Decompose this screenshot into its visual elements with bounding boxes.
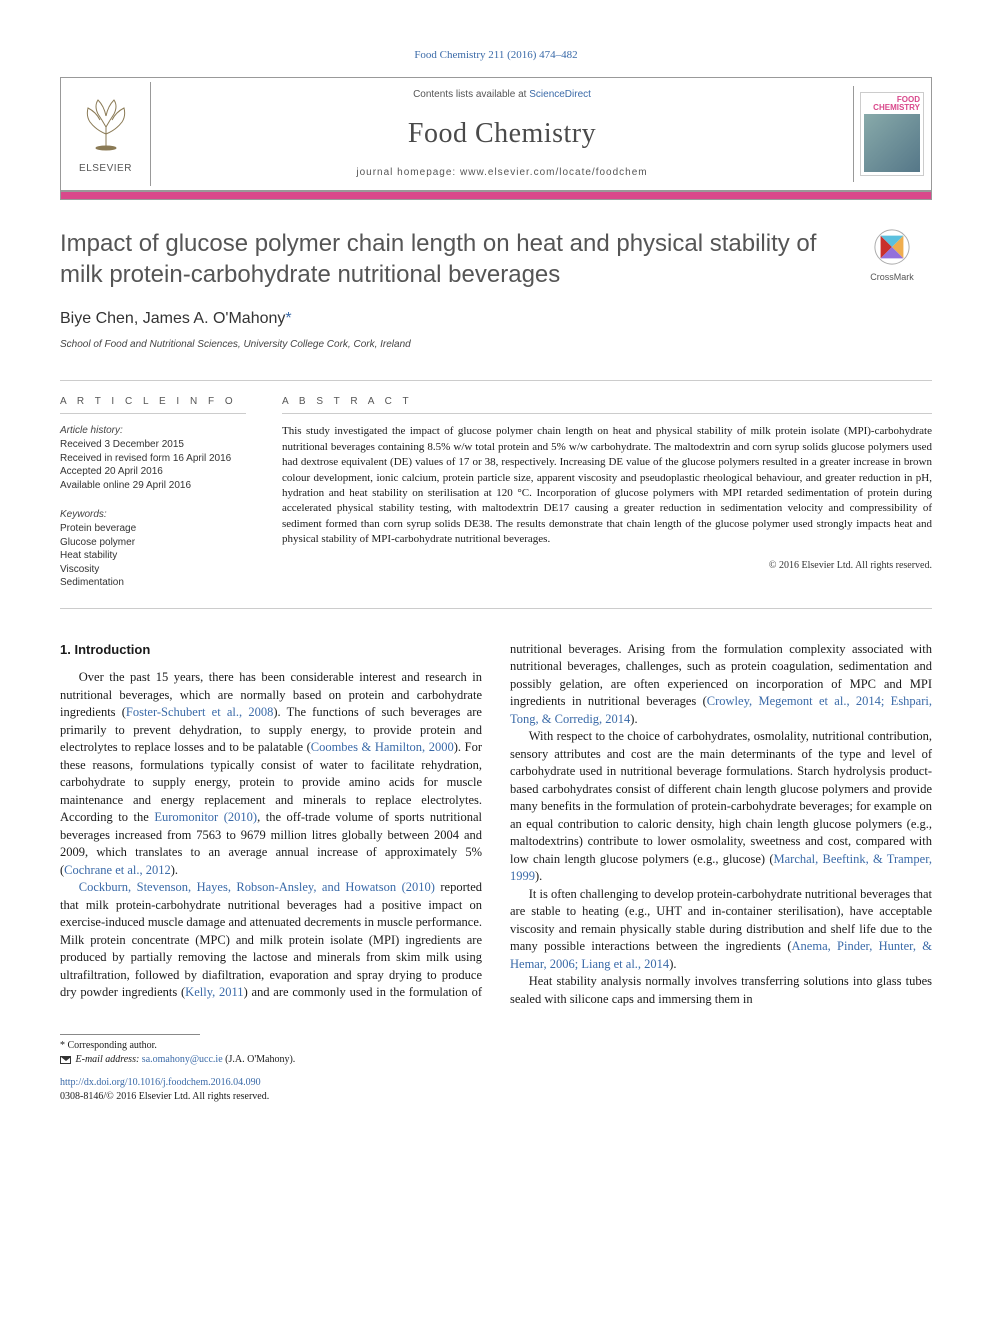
corresponding-footer: * Corresponding author. E-mail address: … (60, 1034, 932, 1066)
contents-prefix: Contents lists available at (413, 89, 529, 100)
article-info-column: A R T I C L E I N F O Article history: R… (60, 381, 260, 590)
cover-photo (864, 114, 920, 172)
history-lines: Received 3 December 2015 Received in rev… (60, 438, 246, 492)
section-rule (60, 608, 932, 609)
crossmark-badge[interactable]: CrossMark (852, 228, 932, 284)
citation-link[interactable]: Cochrane et al., 2012 (64, 863, 171, 877)
abstract-column: A B S T R A C T This study investigated … (260, 381, 932, 590)
keyword: Viscosity (60, 563, 246, 577)
email-link[interactable]: sa.omahony@ucc.ie (142, 1054, 223, 1065)
history-line: Received in revised form 16 April 2016 (60, 452, 246, 466)
corresponding-marker: * (285, 310, 291, 327)
cover-title: FOOD CHEMISTRY (864, 96, 920, 112)
email-label: E-mail address: (76, 1054, 142, 1065)
issn-copyright: 0308-8146/© 2016 Elsevier Ltd. All right… (60, 1090, 932, 1104)
body-paragraph: It is often challenging to develop prote… (510, 886, 932, 974)
text-run: ). (669, 957, 676, 971)
section-heading: 1. Introduction (60, 641, 482, 659)
journal-cover-cell: FOOD CHEMISTRY (853, 86, 931, 182)
history-line: Received 3 December 2015 (60, 438, 246, 452)
text-run: ). (171, 863, 178, 877)
author-names: Biye Chen, James A. O'Mahony (60, 310, 285, 327)
article-title: Impact of glucose polymer chain length o… (60, 228, 832, 290)
sciencedirect-link[interactable]: ScienceDirect (529, 89, 591, 100)
keyword-lines: Protein beverage Glucose polymer Heat st… (60, 522, 246, 590)
crossmark-icon (873, 228, 911, 266)
text-run: Heat stability analysis normally involve… (510, 974, 932, 1006)
keyword: Glucose polymer (60, 536, 246, 550)
elsevier-tree-icon (76, 92, 136, 157)
email-name: (J.A. O'Mahony). (223, 1054, 296, 1065)
journal-name: Food Chemistry (151, 114, 853, 153)
homepage-prefix: journal homepage: (356, 167, 460, 178)
keywords-heading: Keywords: (60, 508, 246, 522)
keyword: Protein beverage (60, 522, 246, 536)
journal-cover: FOOD CHEMISTRY (860, 92, 924, 176)
homepage-url[interactable]: www.elsevier.com/locate/foodchem (460, 167, 648, 178)
citation-link[interactable]: Cockburn, Stevenson, Hayes, Robson-Ansle… (79, 880, 435, 894)
citation-link[interactable]: Coombes & Hamilton, 2000 (311, 740, 454, 754)
citation-link[interactable]: Foster-Schubert et al., 2008 (126, 705, 273, 719)
keyword: Sedimentation (60, 576, 246, 590)
text-run: ). (630, 712, 637, 726)
text-run: With respect to the choice of carbohydra… (510, 729, 932, 866)
history-heading: Article history: (60, 424, 246, 438)
citation-link[interactable]: Kelly, 2011 (185, 985, 243, 999)
authors: Biye Chen, James A. O'Mahony* (60, 308, 932, 330)
corresponding-label: * Corresponding author. (60, 1039, 932, 1053)
abstract-copyright: © 2016 Elsevier Ltd. All rights reserved… (282, 559, 932, 573)
email-line: E-mail address: sa.omahony@ucc.ie (J.A. … (60, 1053, 932, 1067)
journal-header: ELSEVIER Contents lists available at Sci… (60, 77, 932, 199)
body-columns: 1. Introduction Over the past 15 years, … (60, 641, 932, 1009)
citation-link[interactable]: Euromonitor (2010) (154, 810, 257, 824)
body-paragraph: With respect to the choice of carbohydra… (510, 728, 932, 886)
publisher-cell: ELSEVIER (61, 82, 151, 185)
history-line: Available online 29 April 2016 (60, 479, 246, 493)
abstract-text: This study investigated the impact of gl… (282, 424, 932, 547)
footer-separator (60, 1034, 200, 1035)
journal-homepage: journal homepage: www.elsevier.com/locat… (151, 166, 853, 180)
body-paragraph: Heat stability analysis normally involve… (510, 973, 932, 1008)
abstract-heading: A B S T R A C T (282, 395, 932, 414)
mail-icon (60, 1056, 71, 1064)
doi-link[interactable]: http://dx.doi.org/10.1016/j.foodchem.201… (60, 1077, 261, 1088)
keyword: Heat stability (60, 549, 246, 563)
crossmark-label: CrossMark (852, 271, 932, 284)
contents-available: Contents lists available at ScienceDirec… (151, 88, 853, 102)
affiliation: School of Food and Nutritional Sciences,… (60, 338, 932, 352)
history-line: Accepted 20 April 2016 (60, 465, 246, 479)
publisher-name: ELSEVIER (69, 162, 142, 176)
body-paragraph: Over the past 15 years, there has been c… (60, 669, 482, 879)
publication-footer: http://dx.doi.org/10.1016/j.foodchem.201… (60, 1076, 932, 1104)
text-run: ). (535, 869, 542, 883)
text-run: reported that milk protein-carbohydrate … (60, 880, 482, 982)
article-info-heading: A R T I C L E I N F O (60, 395, 246, 414)
accent-bar (61, 191, 931, 199)
citation: Food Chemistry 211 (2016) 474–482 (60, 48, 932, 63)
